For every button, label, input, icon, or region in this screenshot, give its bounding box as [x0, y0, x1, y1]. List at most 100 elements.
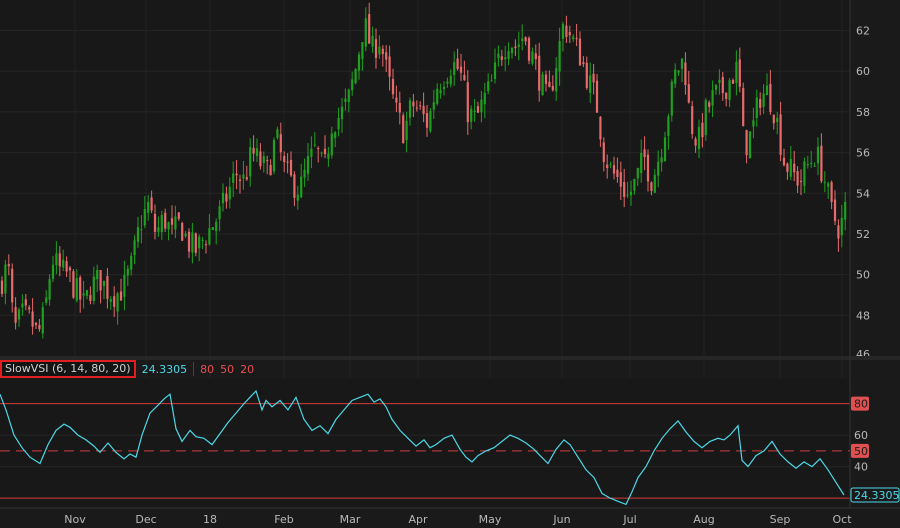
time-axis-bar[interactable]: [0, 508, 900, 528]
candle-body: [731, 79, 735, 84]
candle-body: [762, 93, 765, 107]
candle-body: [422, 105, 425, 115]
candle-body: [181, 222, 184, 241]
study-name-button[interactable]: SlowVSI (6, 14, 80, 20): [0, 360, 136, 378]
candle-body: [527, 37, 531, 61]
candle-body: [500, 56, 503, 60]
candle-body: [303, 169, 306, 178]
pane-separator[interactable]: [0, 356, 900, 360]
candle-body: [388, 56, 391, 77]
candle-body: [677, 70, 680, 73]
candle-body: [799, 180, 803, 182]
candle-body: [728, 80, 731, 101]
price-tick-label: 50: [856, 269, 870, 282]
price-tick-label: 58: [856, 106, 870, 119]
candle-body: [385, 52, 388, 60]
candle-body: [663, 137, 667, 162]
candle-body: [759, 99, 762, 108]
candle-body: [772, 114, 775, 124]
candle-body: [616, 169, 619, 177]
candle-body: [504, 57, 507, 60]
time-tick-label: Nov: [64, 513, 86, 526]
candle-body: [510, 47, 514, 54]
candle-body: [62, 259, 65, 268]
price-pane[interactable]: [0, 0, 850, 356]
candle-body: [470, 108, 473, 122]
candle-body: [306, 156, 310, 174]
candle-body: [575, 38, 578, 40]
candle-body: [816, 146, 820, 164]
candle-body: [255, 148, 259, 156]
candle-body: [14, 306, 17, 323]
candle-body: [296, 194, 299, 201]
candle-body: [796, 171, 799, 186]
slowvsi-line: [0, 389, 845, 506]
candle-body: [714, 84, 718, 90]
candle-body: [300, 176, 303, 198]
candle-body: [82, 293, 85, 296]
candle-body: [102, 280, 106, 287]
candle-body: [531, 51, 534, 64]
price-tick-label: 62: [856, 25, 870, 38]
indicator-legend: SlowVSI (6, 14, 80, 20) 24.3305 80 50 20: [0, 360, 260, 378]
candle-body: [558, 41, 561, 72]
candle-body: [534, 53, 537, 60]
legend-divider: [193, 362, 195, 376]
time-tick-label: Dec: [135, 513, 156, 526]
candle-body: [765, 85, 769, 95]
candle-body: [320, 152, 323, 154]
candle-body: [595, 80, 599, 113]
candle-body: [262, 156, 265, 163]
indicator-pane[interactable]: [0, 378, 850, 508]
candle-body: [136, 227, 140, 242]
candle-body: [708, 102, 711, 107]
candle-body: [184, 233, 187, 237]
candle-body: [58, 253, 61, 267]
candle-body: [592, 73, 595, 83]
candle-body: [497, 53, 500, 58]
time-tick-label: 18: [203, 513, 217, 526]
candle-body: [840, 217, 843, 236]
candle-body: [823, 182, 826, 184]
candle-body: [208, 228, 211, 245]
candle-body: [463, 74, 466, 81]
candle-body: [466, 82, 469, 123]
candle-body: [96, 269, 99, 280]
candle-body: [538, 55, 541, 91]
candle-body: [507, 51, 510, 60]
candle-body: [279, 134, 282, 153]
candle-body: [55, 253, 58, 266]
candle-body: [738, 59, 741, 87]
candle-body: [283, 156, 286, 163]
candle-body: [572, 36, 575, 40]
candle-body: [670, 81, 673, 116]
candle-body: [48, 279, 51, 300]
candle-body: [578, 38, 582, 66]
candle-body: [106, 276, 109, 299]
candle-body: [436, 88, 439, 104]
candle-body: [687, 84, 690, 103]
candle-body: [402, 115, 405, 144]
level-badge-80: [851, 396, 869, 411]
candle-body: [408, 100, 412, 118]
candle-body: [524, 37, 527, 42]
time-tick-label: Sep: [770, 513, 791, 526]
candle-body: [351, 79, 354, 91]
candle-body: [789, 158, 792, 177]
candle-body: [643, 149, 646, 158]
candle-body: [289, 159, 293, 176]
candle-body: [85, 290, 89, 296]
candle-body: [769, 83, 772, 112]
candle-body: [704, 100, 707, 136]
slowvsi-path: [0, 389, 845, 506]
candle-body: [432, 102, 435, 110]
candle-body: [75, 278, 78, 301]
candle-body: [68, 267, 72, 271]
candle-body: [310, 148, 313, 157]
candle-body: [456, 58, 459, 69]
candle-body: [51, 264, 55, 279]
candle-body: [221, 192, 225, 204]
candle-body: [330, 133, 333, 156]
candle-body: [41, 307, 44, 334]
candle-body: [286, 161, 289, 163]
